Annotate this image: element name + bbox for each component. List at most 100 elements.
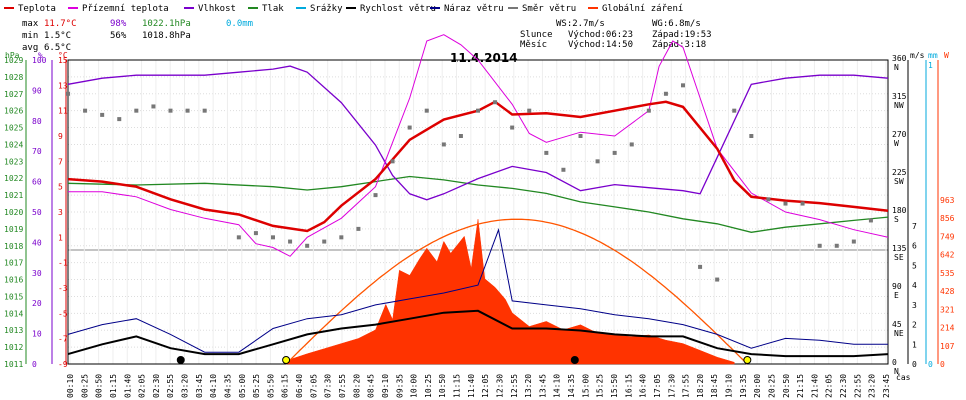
tick-pct: 10 (32, 330, 42, 339)
tick-hpa: 1027 (4, 90, 23, 99)
tick-celsius: 15 (58, 56, 68, 65)
stats-hum-min: 56% (110, 31, 127, 41)
wind-direction-point (322, 239, 327, 244)
tick-x: 05:50 (266, 374, 275, 398)
tick-x: 12:05 (481, 374, 490, 398)
tick-pct: 0 (32, 360, 37, 369)
legend-swatch-teplota (4, 7, 14, 9)
tick-hpa: 1018 (4, 242, 23, 251)
sun-marker (743, 356, 752, 364)
tick-hpa: 1021 (4, 191, 23, 200)
wind-direction-point (834, 243, 839, 248)
tick-x: 16:15 (624, 374, 633, 398)
wind-direction-point (253, 231, 258, 236)
tick-dir-name: SW (894, 177, 904, 186)
stats-temp-min: 1.5°C (44, 31, 71, 41)
legend-label-smer: Směr větru (522, 4, 576, 14)
axis-ms-label: m/s (910, 51, 925, 60)
legend-label-vlhkost: Vlhkost (198, 4, 236, 14)
wind-direction-point (185, 108, 190, 113)
tick-celsius: 13 (58, 81, 68, 90)
wind-direction-point (117, 117, 122, 122)
wind-direction-point (493, 100, 498, 105)
tick-dir-deg: 45 (892, 320, 902, 329)
wind-direction-point (868, 218, 873, 223)
wind-direction-point (749, 134, 754, 138)
tick-x: 06:40 (295, 374, 304, 398)
tick-x: 04:35 (223, 374, 232, 398)
wind-direction-point (288, 239, 293, 244)
tick-x: 15:00 (581, 374, 590, 398)
tick-x: 15:25 (596, 374, 605, 398)
tick-pct: 90 (32, 86, 42, 95)
sun-set: Západ:19:53 (652, 30, 712, 40)
wind-direction-point (766, 197, 771, 202)
stats-press-max: 1022.1hPa (142, 19, 191, 29)
moon-label: Měsíc (520, 40, 547, 50)
tick-x: 11:15 (453, 374, 462, 398)
wind-direction-point (100, 112, 105, 117)
wind-direction-point (373, 193, 378, 198)
tick-x: 16:40 (639, 374, 648, 398)
series-radiation-area (286, 219, 735, 365)
tick-hpa: 1011 (4, 360, 23, 369)
tick-x: 05:25 (252, 374, 261, 398)
wind-speed-avg: WS:2.7m/s (556, 19, 605, 29)
tick-x: 21:40 (810, 374, 819, 398)
tick-x: 04:10 (209, 374, 218, 398)
tick-x: 07:55 (338, 374, 347, 398)
tick-hpa: 1013 (4, 326, 23, 335)
tick-dir-deg: 135 (892, 244, 907, 253)
plot-area (66, 34, 889, 365)
tick-x: 18:45 (710, 374, 719, 398)
tick-pct: 30 (32, 269, 42, 278)
wind-direction-point (783, 201, 788, 206)
series-clear-sky-curve (285, 218, 748, 365)
tick-celsius: 9 (58, 132, 63, 141)
tick-x: 15:50 (610, 374, 619, 398)
axis-pct-label: % (38, 51, 43, 60)
tick-x: 10:25 (424, 374, 433, 398)
legend-swatch-zareni (588, 7, 598, 9)
tick-hpa: 1029 (4, 56, 23, 65)
wind-direction-point (851, 239, 856, 244)
wind-direction-point (646, 108, 651, 113)
tick-x: 01:15 (109, 374, 118, 398)
tick-hpa: 1020 (4, 208, 23, 217)
tick-hpa: 1012 (4, 343, 23, 352)
legend-label-zareni: Globální záření (602, 4, 683, 14)
tick-dir-deg: 315 (892, 92, 907, 101)
wind-direction-point (305, 243, 310, 248)
tick-hpa: 1019 (4, 225, 23, 234)
wind-direction-point (544, 150, 549, 155)
tick-x: 14:35 (567, 374, 576, 398)
stats-temp-max: 11.7°C (44, 19, 77, 29)
tick-celsius: 11 (58, 107, 68, 116)
wind-direction-point (612, 150, 617, 155)
axis-x-label: čas (896, 372, 911, 382)
wind-direction-point (561, 167, 566, 172)
legend: Teplota Přízemní teplota Vlhkost Tlak Srážky… (4, 4, 683, 14)
axis-celsius-label: °C (58, 51, 68, 60)
tick-x: 08:45 (367, 374, 376, 398)
series-humidity (67, 65, 889, 201)
tick-dir-name: N (894, 63, 899, 72)
wind-direction-point (151, 104, 156, 109)
tick-x: 13:45 (538, 374, 547, 398)
tick-x: 22:05 (825, 374, 834, 398)
tick-x: 05:00 (238, 374, 247, 398)
tick-x: 12:55 (510, 374, 519, 398)
wind-direction-point (424, 108, 429, 113)
wind-gust-max: WG:6.8m/s (652, 19, 701, 29)
wind-direction-point (527, 108, 532, 113)
legend-label-naraz: Náraz větru (444, 4, 504, 14)
wind-direction-point (271, 235, 275, 240)
tick-hpa: 1028 (4, 73, 23, 82)
legend-label-prizemni: Přízemní teplota (82, 4, 169, 14)
tick-ms: 6 (912, 242, 917, 251)
legend-swatch-naraz (430, 7, 440, 9)
tick-w: 321 (940, 305, 955, 314)
tick-w: 535 (940, 269, 955, 278)
tick-x: 19:10 (725, 374, 734, 398)
tick-x: 03:20 (181, 374, 190, 398)
